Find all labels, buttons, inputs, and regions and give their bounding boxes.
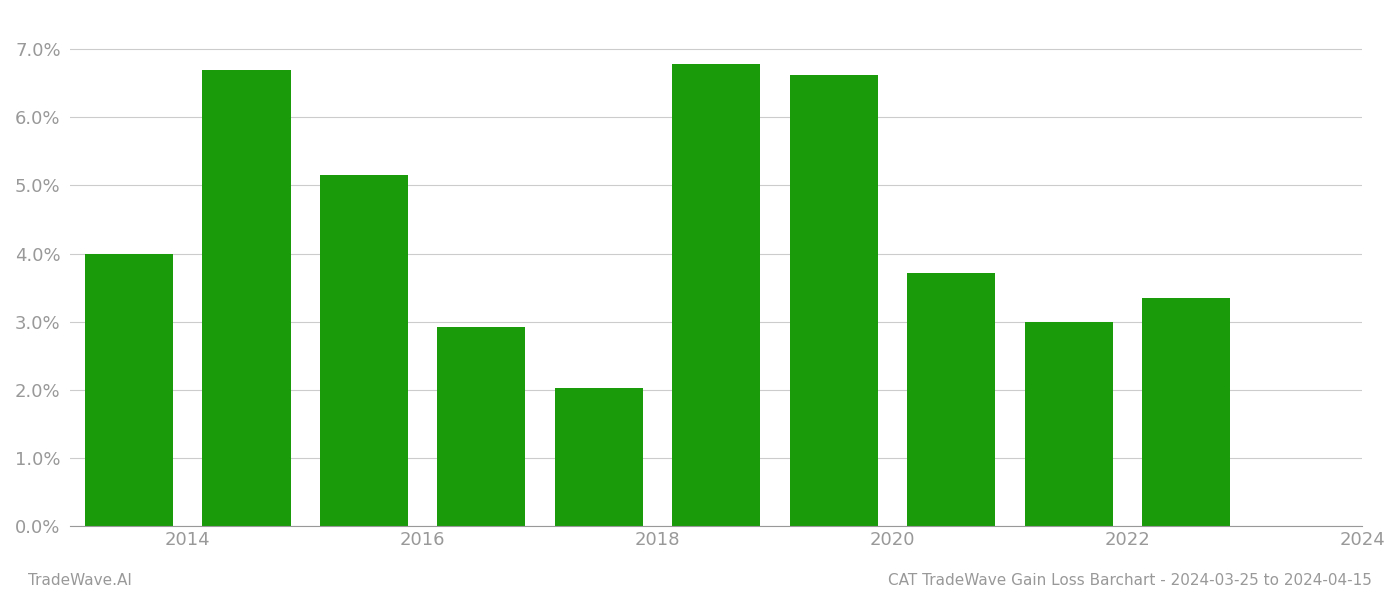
Bar xyxy=(554,388,643,526)
Text: CAT TradeWave Gain Loss Barchart - 2024-03-25 to 2024-04-15: CAT TradeWave Gain Loss Barchart - 2024-… xyxy=(888,573,1372,588)
Bar xyxy=(319,175,407,526)
Bar xyxy=(1025,322,1113,526)
Bar xyxy=(790,75,878,526)
Bar xyxy=(1142,298,1231,526)
Bar xyxy=(907,272,995,526)
Bar xyxy=(437,327,525,526)
Bar xyxy=(203,70,291,526)
Bar xyxy=(672,64,760,526)
Bar xyxy=(85,254,174,526)
Text: TradeWave.AI: TradeWave.AI xyxy=(28,573,132,588)
